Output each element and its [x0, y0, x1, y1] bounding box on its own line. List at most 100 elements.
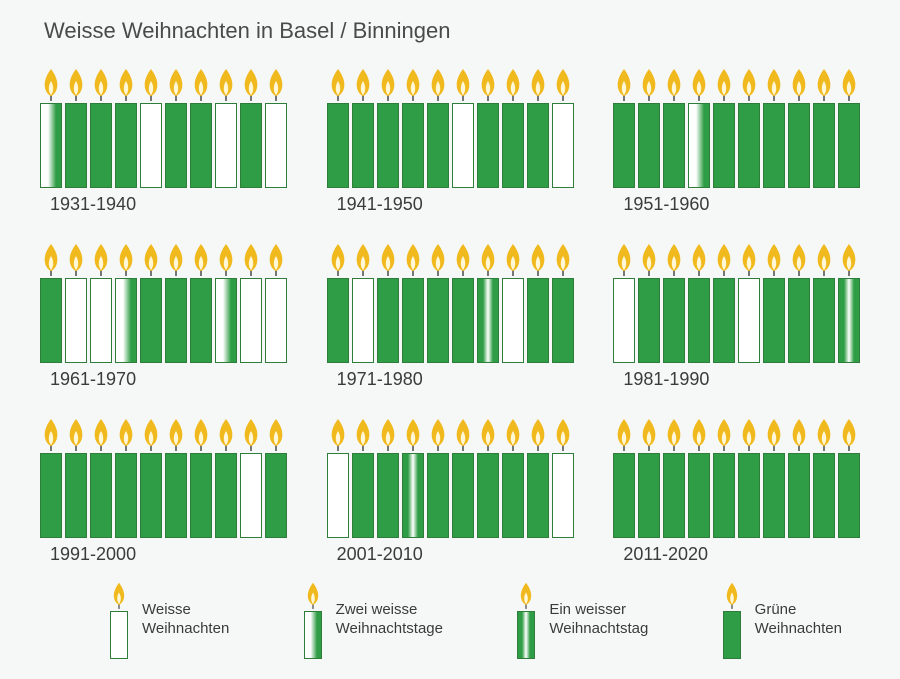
decade-block: 1971-1980 [327, 233, 586, 400]
candle-green [165, 417, 187, 538]
decade-block: 1961-1970 [40, 233, 299, 400]
flame-icon [813, 67, 835, 101]
flame-icon [477, 67, 499, 101]
candle-white [240, 242, 262, 363]
candle-white [552, 417, 574, 538]
candle-green [402, 67, 424, 188]
candle-two_white [304, 581, 322, 659]
flame-icon [304, 581, 322, 609]
candle-green [215, 417, 237, 538]
candle-green [140, 417, 162, 538]
candle-body [813, 278, 835, 363]
flame-icon [788, 67, 810, 101]
candle-green [713, 417, 735, 538]
flame-icon [552, 417, 574, 451]
candle-green [838, 417, 860, 538]
candle-body [240, 278, 262, 363]
candle-body [527, 453, 549, 538]
candle-body [838, 278, 860, 363]
flame-icon [327, 242, 349, 276]
candle-white [240, 417, 262, 538]
candle-body [90, 453, 112, 538]
candle-green [688, 242, 710, 363]
flame-icon [688, 417, 710, 451]
flame-icon [763, 242, 785, 276]
candle-green [527, 67, 549, 188]
candle-white [327, 417, 349, 538]
flame-icon [763, 67, 785, 101]
flame-icon [788, 242, 810, 276]
candle-body [688, 278, 710, 363]
candle-body [477, 103, 499, 188]
flame-icon [327, 67, 349, 101]
candle-body [190, 453, 212, 538]
legend-text: Grüne Weihnachten [755, 601, 842, 639]
legend: Weisse Weihnachten Zwei weisse Weihnacht… [40, 581, 872, 659]
flame-icon [165, 242, 187, 276]
candle-body [663, 453, 685, 538]
candle-green [813, 417, 835, 538]
candle-green [763, 242, 785, 363]
flame-icon [613, 417, 635, 451]
candle-body [477, 278, 499, 363]
candle-body [115, 453, 137, 538]
legend-item: Zwei weisse Weihnachtstage [304, 581, 443, 659]
flame-icon [402, 67, 424, 101]
candle-green [713, 67, 735, 188]
candle-body [502, 278, 524, 363]
candle-green [527, 242, 549, 363]
candle-white [502, 242, 524, 363]
candle-green [688, 417, 710, 538]
candle-body [327, 453, 349, 538]
candle-body [240, 453, 262, 538]
decade-label: 1981-1990 [623, 369, 872, 390]
candle-green [638, 417, 660, 538]
flame-icon [215, 67, 237, 101]
flame-icon [215, 242, 237, 276]
flame-icon [763, 417, 785, 451]
flame-icon [90, 67, 112, 101]
candle-body [115, 103, 137, 188]
candle-body [65, 278, 87, 363]
candle-body [663, 278, 685, 363]
decade-label: 1951-1960 [623, 194, 872, 215]
candle-white [552, 67, 574, 188]
candle-body [304, 611, 322, 659]
flame-icon [452, 242, 474, 276]
candle-green [190, 67, 212, 188]
flame-icon [738, 67, 760, 101]
flame-icon [190, 67, 212, 101]
candle-row [327, 233, 586, 363]
candle-one_white [477, 242, 499, 363]
candle-body [377, 103, 399, 188]
candle-green [452, 242, 474, 363]
flame-icon [552, 67, 574, 101]
candle-body [140, 278, 162, 363]
flame-icon [240, 242, 262, 276]
candle-green [763, 417, 785, 538]
candle-green [327, 242, 349, 363]
flame-icon [90, 242, 112, 276]
flame-icon [427, 67, 449, 101]
decade-grid: 1931-1940 [40, 58, 872, 575]
flame-icon [688, 242, 710, 276]
candle-body [265, 103, 287, 188]
candle-body [502, 103, 524, 188]
candle-white [352, 242, 374, 363]
candle-green [377, 242, 399, 363]
candle-green [838, 67, 860, 188]
flame-icon [663, 417, 685, 451]
candle-row [40, 233, 299, 363]
flame-icon [265, 417, 287, 451]
flame-icon [377, 417, 399, 451]
legend-item: Ein weisser Weihnachtstag [517, 581, 648, 659]
flame-icon [140, 417, 162, 451]
decade-block: 2011-2020 [613, 408, 872, 575]
flame-icon [738, 242, 760, 276]
candle-two_white [40, 67, 62, 188]
flame-icon [552, 242, 574, 276]
candle-green [663, 242, 685, 363]
legend-text: Ein weisser Weihnachtstag [549, 601, 648, 639]
candle-body [110, 611, 128, 659]
flame-icon [713, 242, 735, 276]
